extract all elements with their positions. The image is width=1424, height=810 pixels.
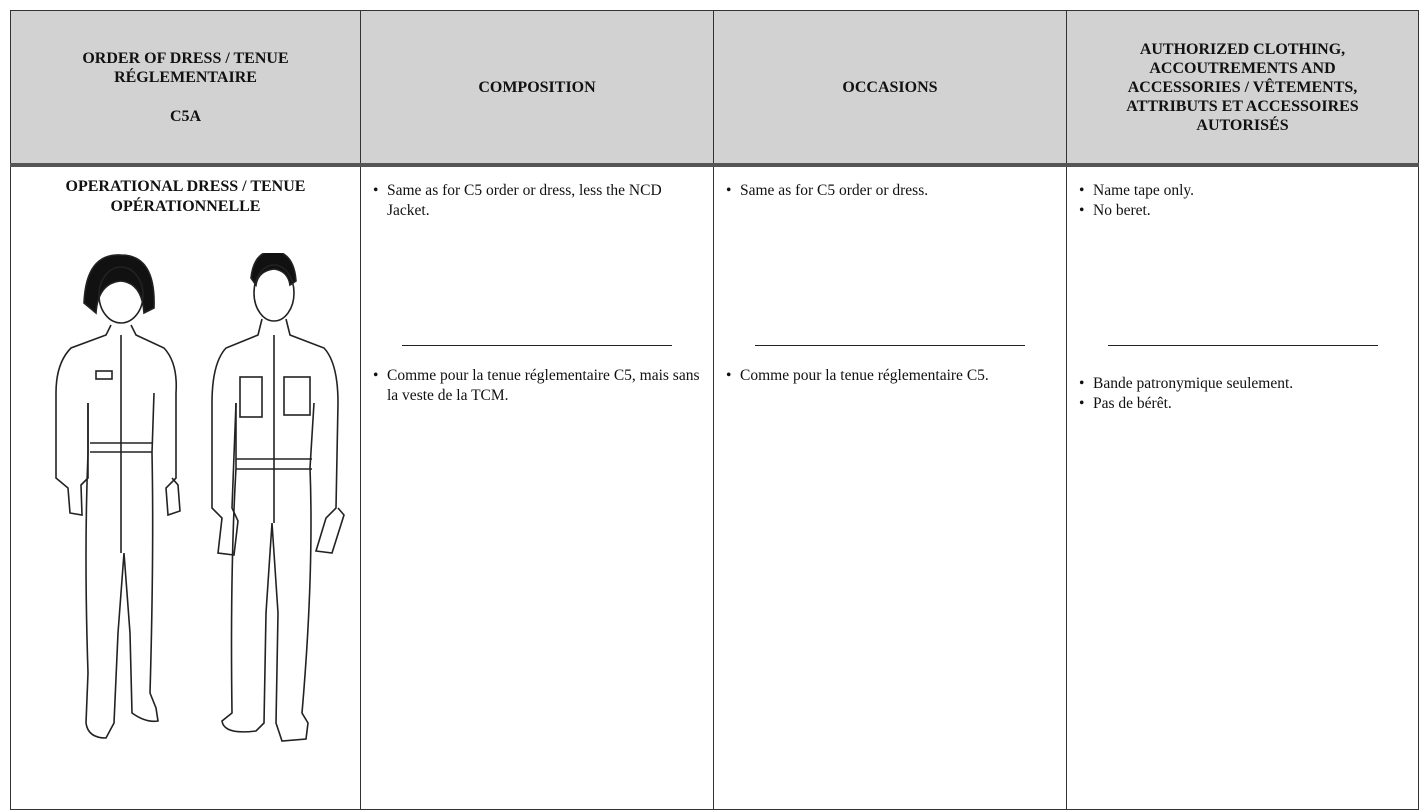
french-list: Comme pour la tenue réglementaire C5, ma… xyxy=(373,366,701,406)
occasions-cell: Same as for C5 order or dress. Comme pou… xyxy=(713,164,1067,810)
bullet-item: No beret. xyxy=(1079,201,1406,221)
dress-table: ORDER OF DRESS / TENUE RÉGLEMENTAIRE C5A… xyxy=(10,10,1419,810)
separator xyxy=(402,345,672,346)
body-row: OPERATIONAL DRESS / TENUE OPÉRATIONNELLE xyxy=(10,164,1419,810)
column-header: AUTHORIZED CLOTHING, ACCOUTREMENTS AND A… xyxy=(1066,10,1419,167)
bullet-item: Name tape only. xyxy=(1079,181,1406,201)
bullet-item: Comme pour la tenue réglementaire C5. xyxy=(726,366,1054,386)
composition-cell: Same as for C5 order or dress, less the … xyxy=(360,164,714,810)
english-list: Name tape only.No beret. xyxy=(1079,181,1406,331)
english-list: Same as for C5 order or dress. xyxy=(726,181,1054,331)
bullet-item: Pas de bérêt. xyxy=(1079,394,1406,414)
separator xyxy=(755,345,1025,346)
bullet-item: Comme pour la tenue réglementaire C5, ma… xyxy=(373,366,701,406)
separator xyxy=(1107,345,1378,346)
column-header: COMPOSITION xyxy=(360,10,714,167)
french-list: Comme pour la tenue réglementaire C5. xyxy=(726,366,1054,386)
dress-title: OPERATIONAL DRESS / TENUE OPÉRATIONNELLE xyxy=(65,178,306,215)
order-header: ORDER OF DRESS / TENUE RÉGLEMENTAIRE C5A xyxy=(10,10,361,167)
order-label: ORDER OF DRESS / TENUE RÉGLEMENTAIRE xyxy=(82,49,289,86)
authorized-cell: Name tape only.No beret. Bande patronymi… xyxy=(1066,164,1419,810)
bullet-item: Same as for C5 order or dress, less the … xyxy=(373,181,701,221)
french-list: Bande patronymique seulement.Pas de bérê… xyxy=(1079,374,1406,414)
order-code: C5A xyxy=(169,107,202,125)
bullet-item: Same as for C5 order or dress. xyxy=(726,181,1054,201)
header-row: ORDER OF DRESS / TENUE RÉGLEMENTAIRE C5A… xyxy=(10,10,1419,167)
uniform-illustration xyxy=(54,253,345,742)
bullet-item: Bande patronymique seulement. xyxy=(1079,374,1406,394)
dress-cell: OPERATIONAL DRESS / TENUE OPÉRATIONNELLE xyxy=(10,164,361,810)
column-header: OCCASIONS xyxy=(713,10,1067,167)
english-list: Same as for C5 order or dress, less the … xyxy=(373,181,701,331)
